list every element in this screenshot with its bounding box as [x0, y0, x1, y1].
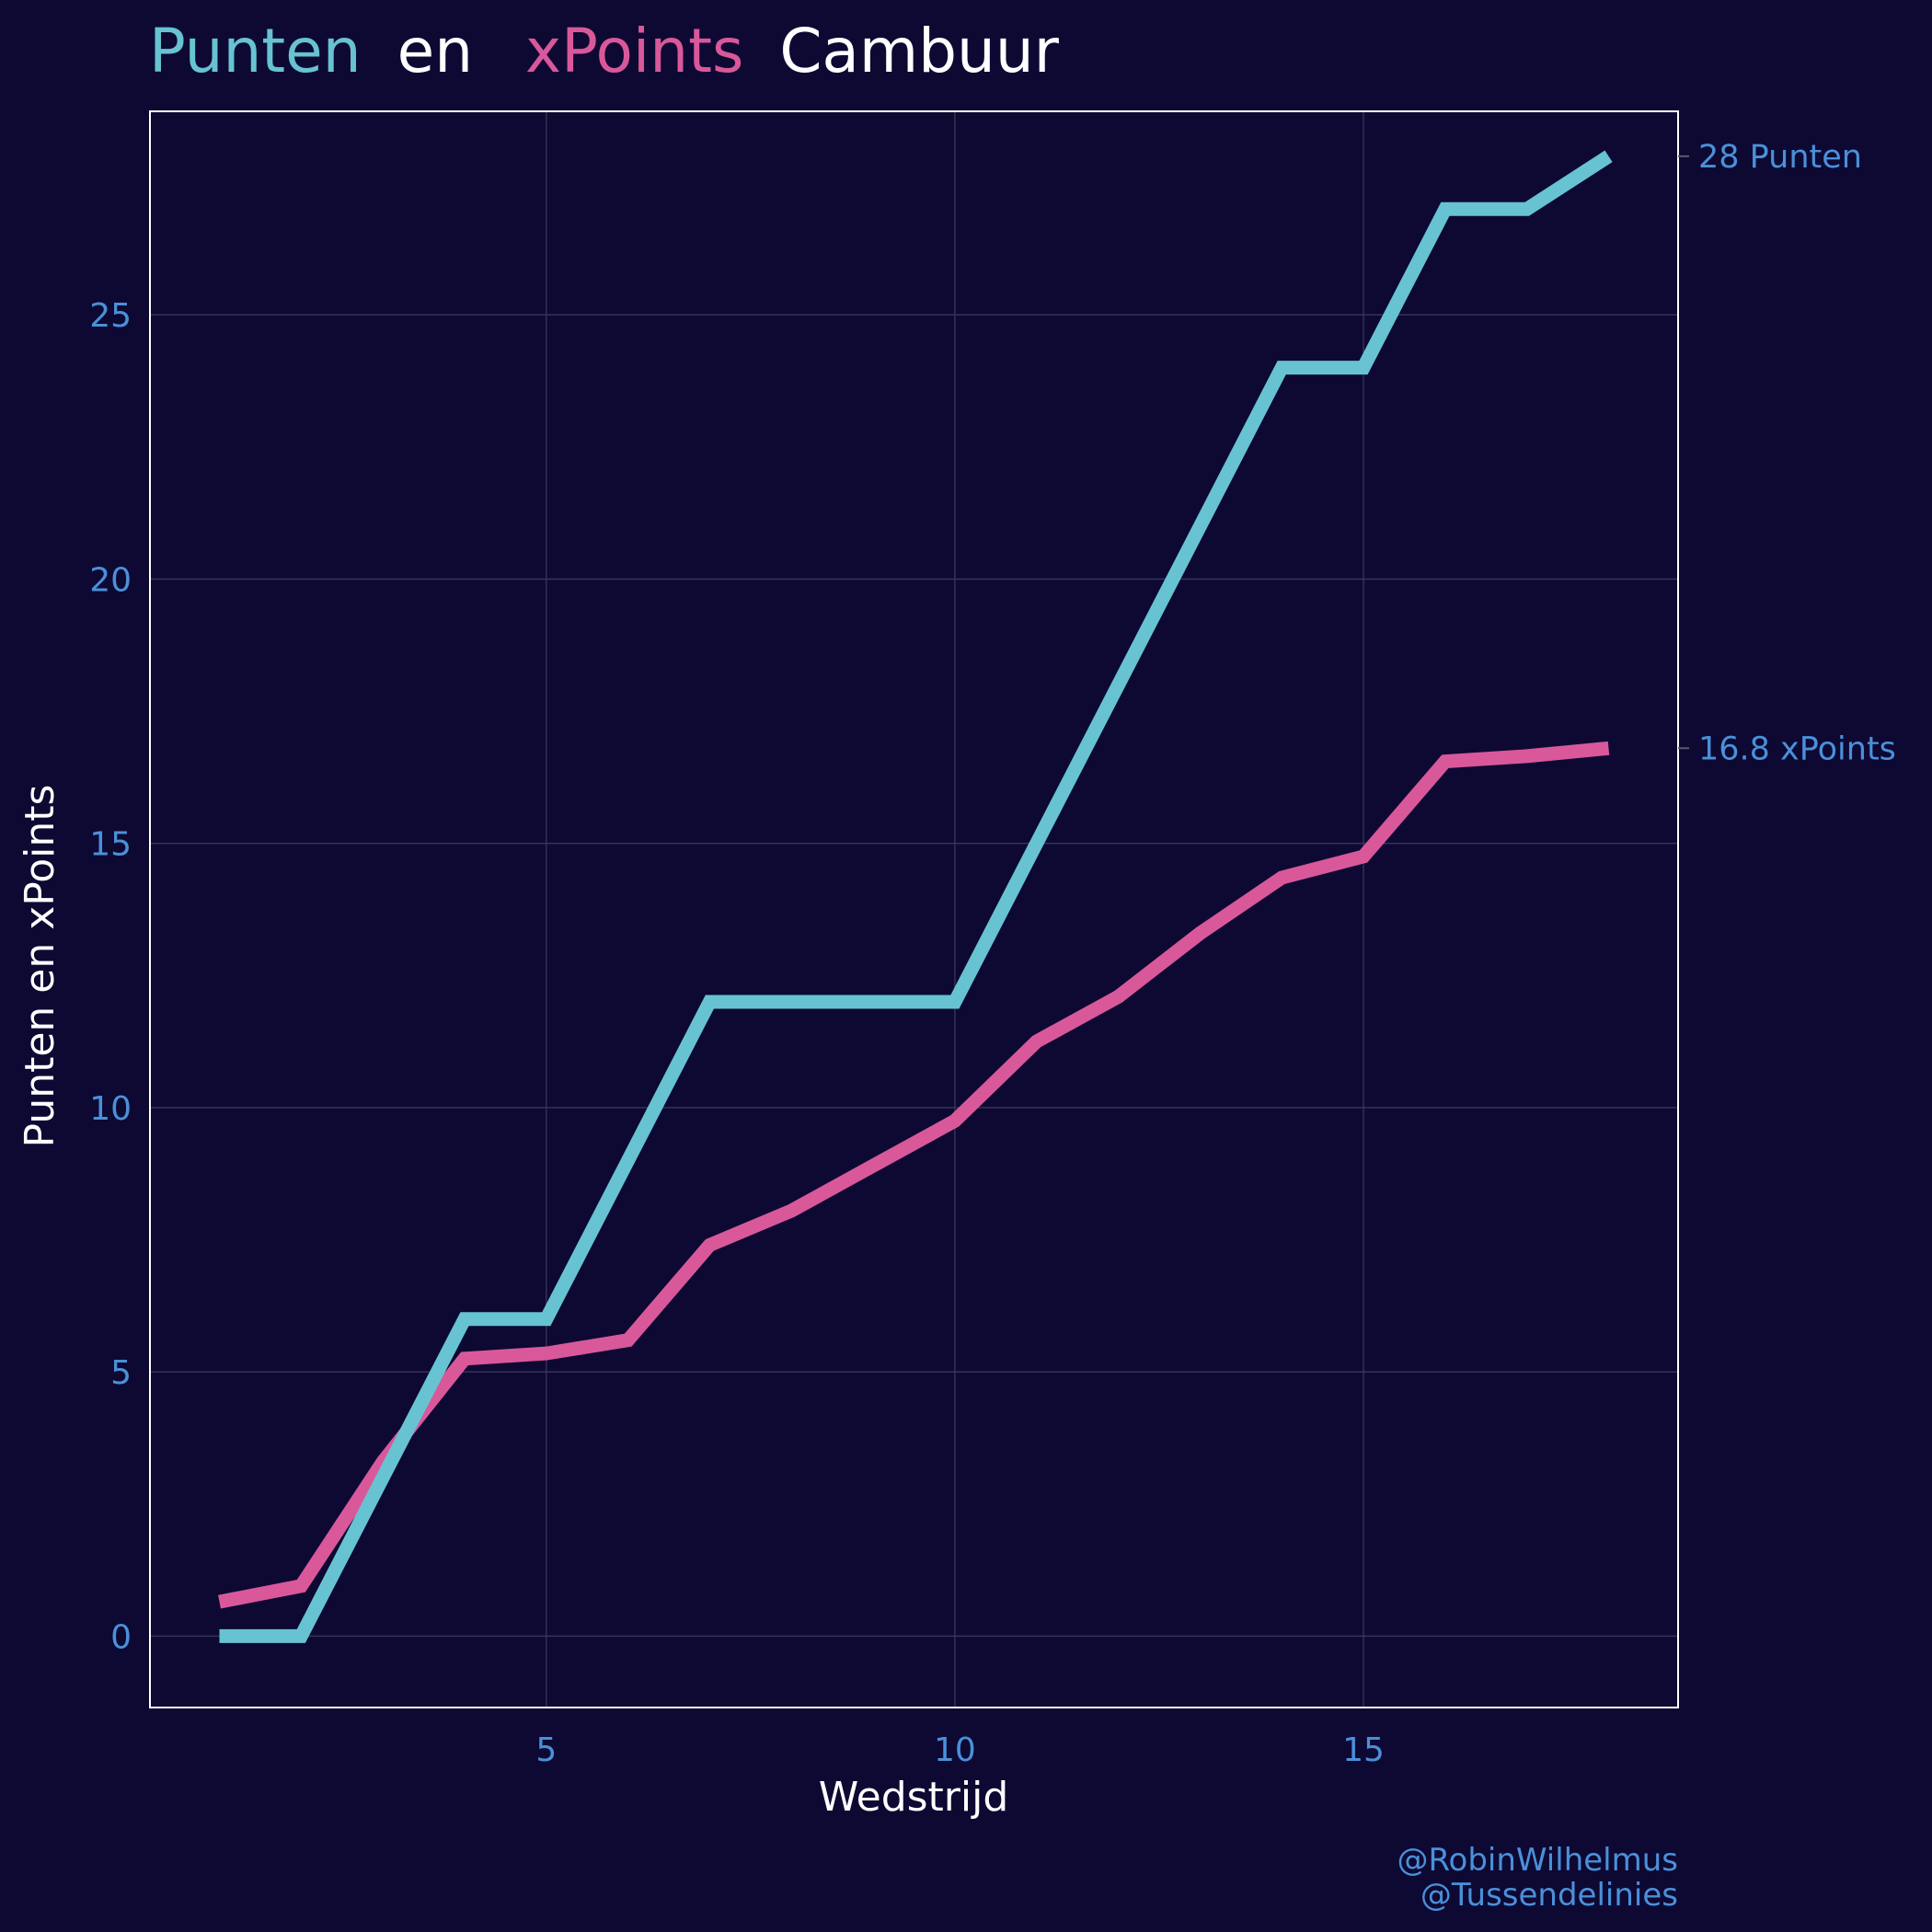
title-xpoints: xPoints [525, 16, 743, 86]
title-cambuur: Cambuur [779, 16, 1059, 86]
tick-labels: 5 10 15 0 5 10 15 20 25 [89, 297, 1385, 1769]
title-en: en [397, 16, 473, 86]
y-tick-label: 20 [89, 561, 132, 599]
x-axis-title: Wedstrijd [819, 1774, 1009, 1821]
series-lines [218, 150, 1613, 1643]
series-line-punten [219, 150, 1613, 1643]
y-tick-label: 15 [89, 826, 132, 864]
end-label-punten: 28 Punten [1698, 139, 1862, 176]
x-tick-label: 5 [535, 1731, 557, 1769]
grid-lines [150, 111, 1678, 1708]
title-punten: Punten [149, 16, 362, 86]
end-label-xpoints: 16.8 xPoints [1698, 730, 1896, 767]
end-labels: 28 Punten 16.8 xPoints [1678, 139, 1896, 767]
y-tick-label: 5 [110, 1354, 132, 1392]
credit-line-1: @RobinWilhelmus [1397, 1842, 1678, 1879]
credit-line-2: @Tussendelinies [1420, 1877, 1678, 1914]
series-line-xpoints [218, 741, 1610, 1609]
y-tick-label: 10 [89, 1090, 132, 1128]
x-tick-label: 15 [1342, 1731, 1385, 1769]
chart-title: Punten en xPoints Cambuur [149, 16, 1060, 86]
y-tick-label: 0 [110, 1618, 132, 1656]
x-tick-label: 10 [934, 1731, 976, 1769]
plot-frame [149, 110, 1679, 1708]
y-axis-title: Punten en xPoints [17, 785, 63, 1148]
y-tick-label: 25 [89, 297, 132, 335]
